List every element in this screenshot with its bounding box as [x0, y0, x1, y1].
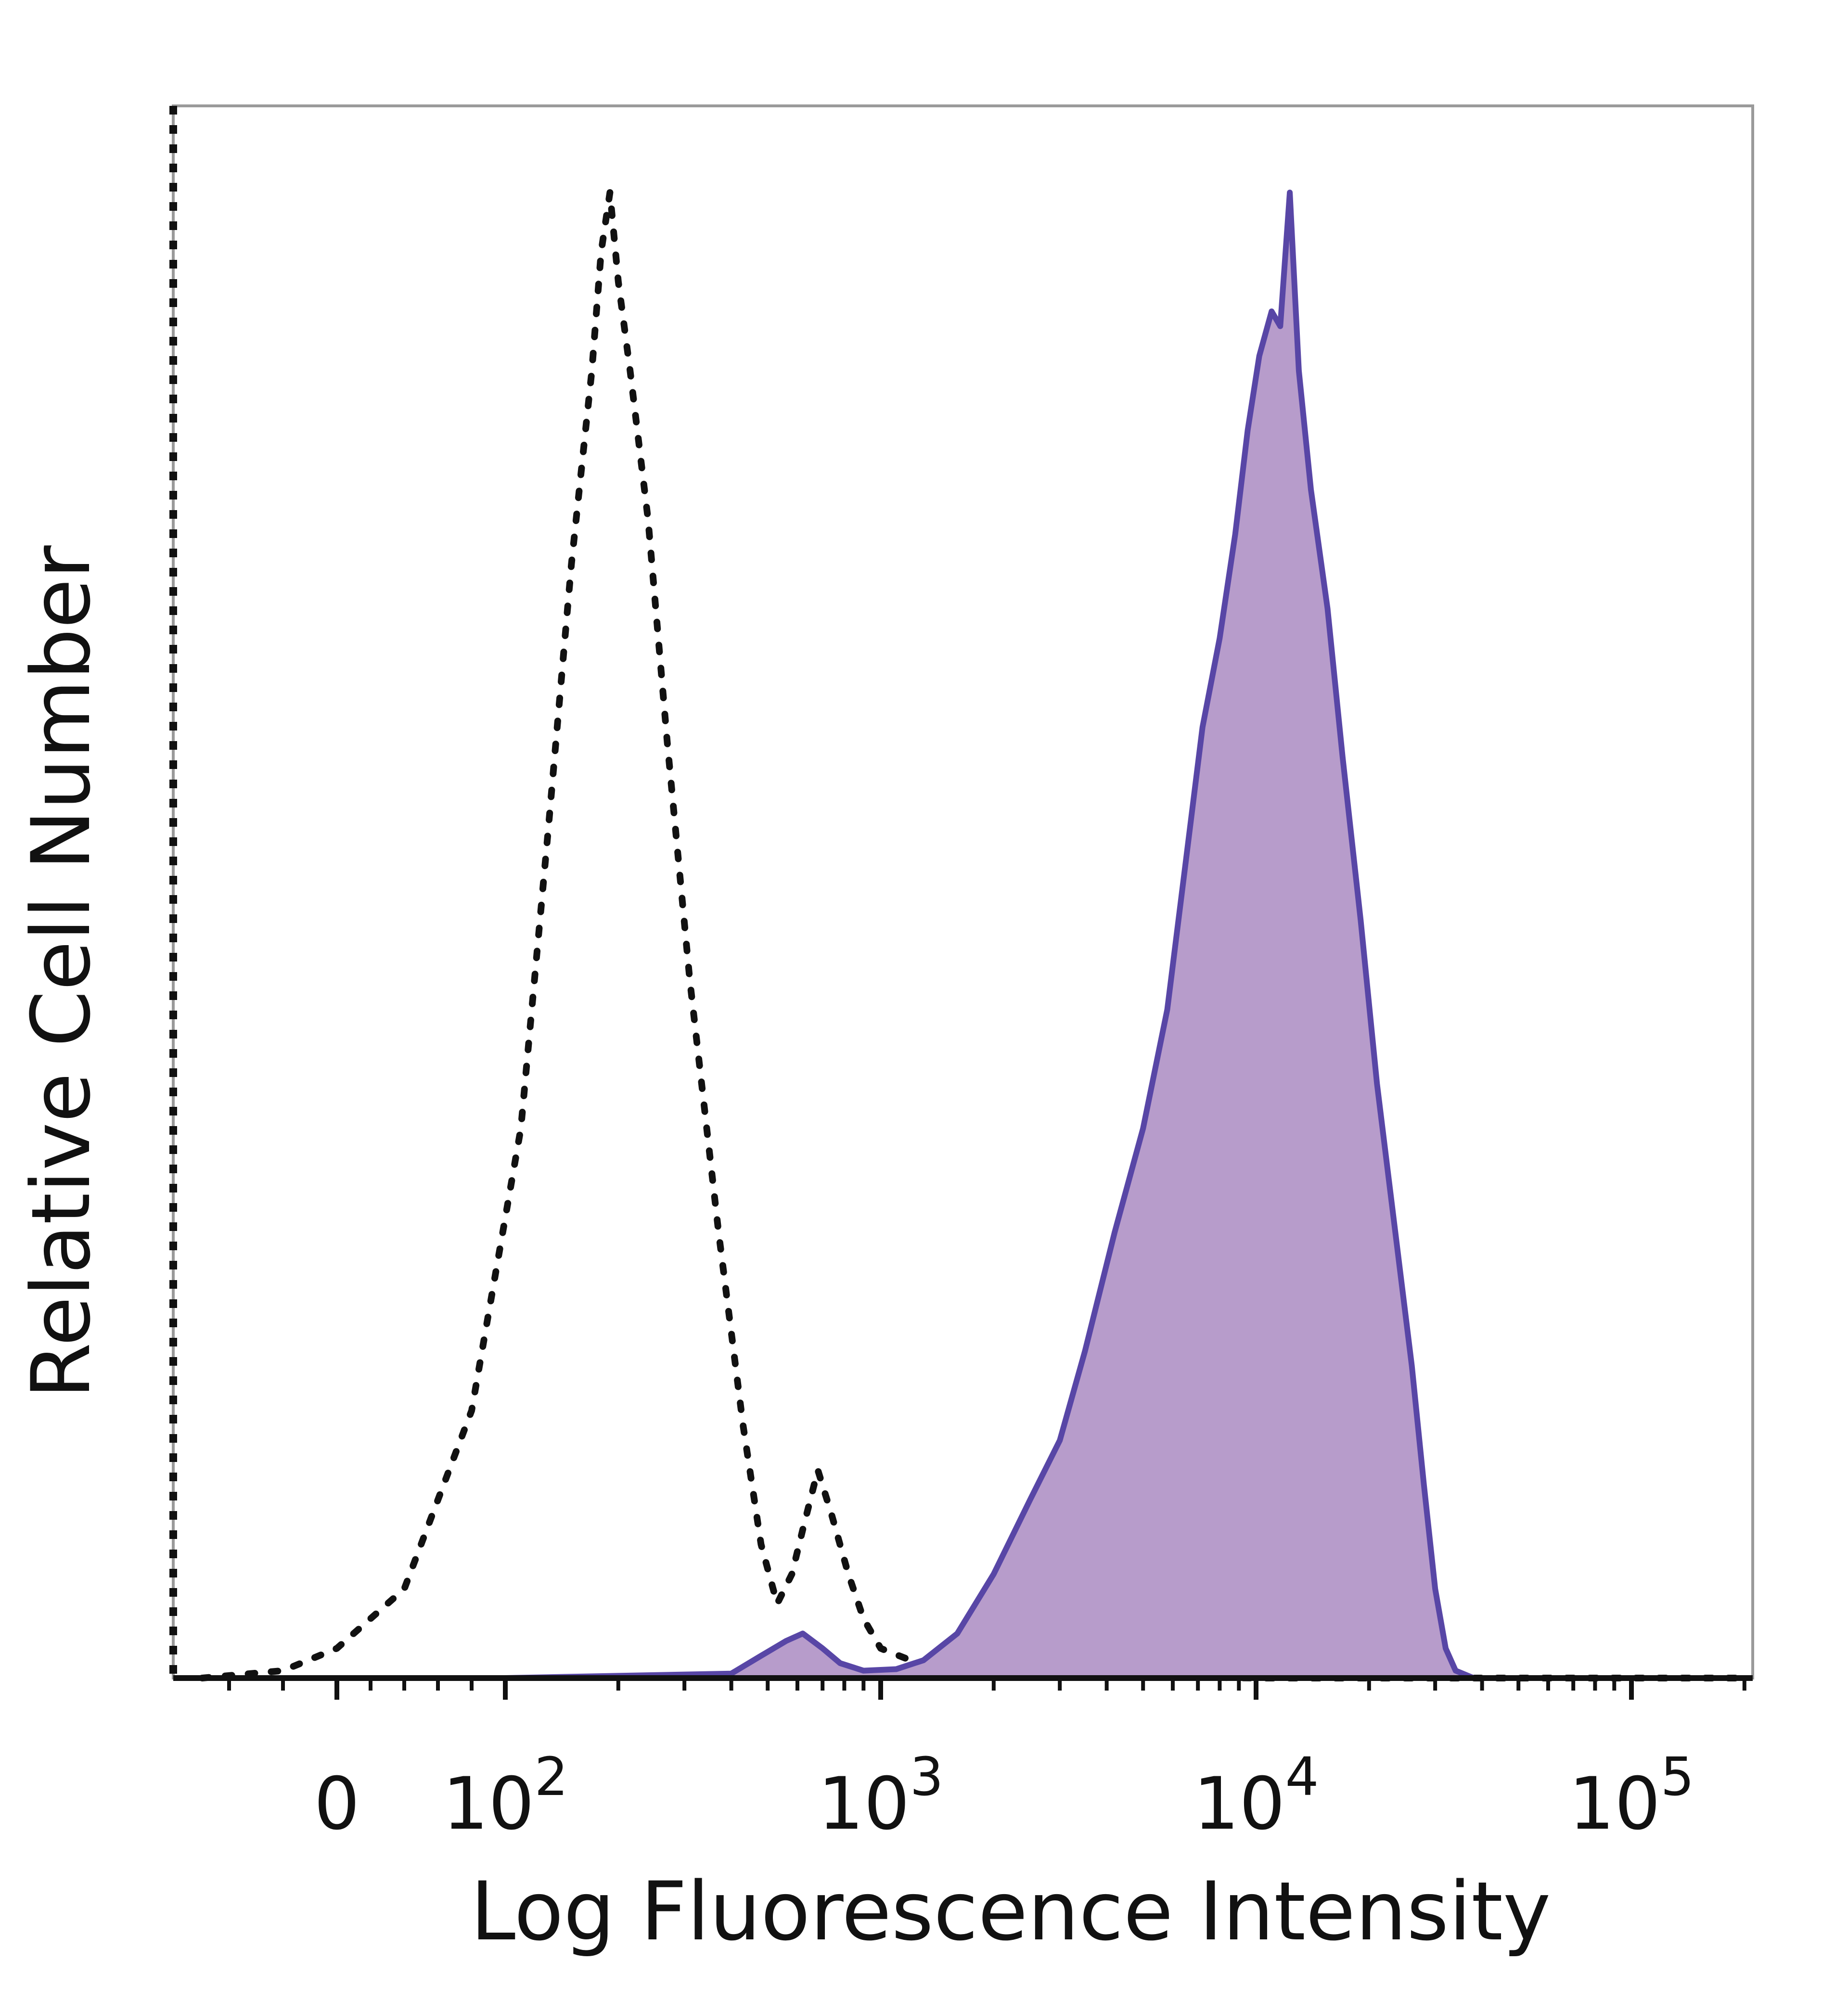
- x-tick-label: 102: [443, 1746, 568, 1846]
- plot-frame: [172, 104, 1754, 1679]
- x-tick-label: 103: [818, 1746, 944, 1846]
- x-tick-label: 0: [314, 1762, 359, 1846]
- x-tick-layer: 0 102 103 104 105: [227, 1678, 1746, 1846]
- x-tick-label: 104: [1194, 1746, 1319, 1846]
- series-layer: [199, 189, 1748, 1681]
- x-tick-label: 105: [1569, 1746, 1694, 1846]
- stained-sample-line: [199, 190, 1747, 1681]
- x-axis-label: Log Fluorescence Intensity: [471, 1864, 1551, 1959]
- isotype-control-line: [199, 189, 1748, 1681]
- plot-area: 0 102 103 104 105: [169, 104, 1754, 1846]
- stained-sample-area: [202, 192, 1745, 1678]
- y-axis-label: Relative Cell Number: [14, 545, 108, 1398]
